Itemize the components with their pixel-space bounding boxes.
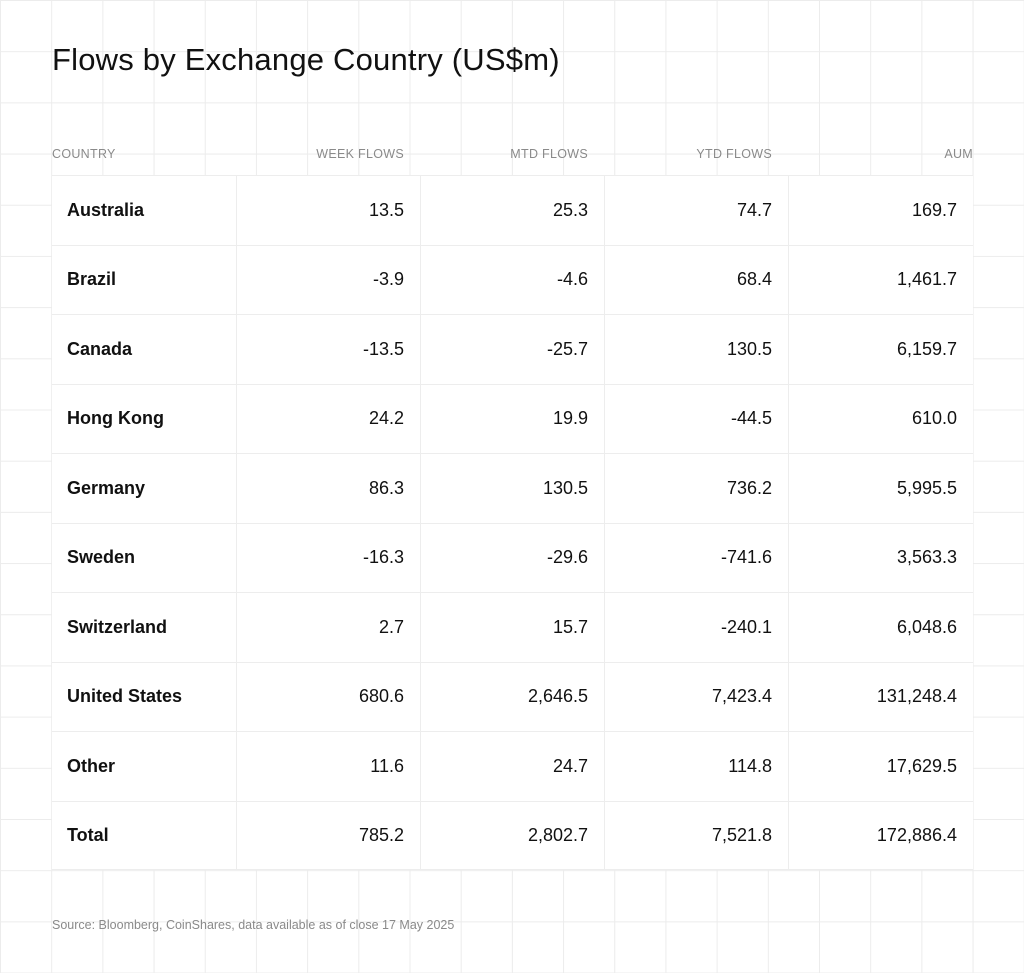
week-flows-cell: 24.2: [236, 384, 420, 453]
week-flows-cell: 2.7: [236, 593, 420, 662]
ytd-flows-cell: 74.7: [604, 176, 788, 245]
ytd-flows-cell: -240.1: [604, 593, 788, 662]
mtd-flows-cell: 15.7: [420, 593, 604, 662]
week-flows-cell: -3.9: [236, 245, 420, 314]
country-cell: Australia: [67, 199, 145, 220]
table-row: United States 680.6 2,646.5 7,423.4 131,248.…: [52, 661, 973, 731]
mtd-flows-cell: 2,646.5: [420, 662, 604, 731]
ytd-flows-cell: 130.5: [604, 315, 788, 384]
week-flows-cell: -13.5: [236, 315, 420, 384]
aum-cell: 6,159.7: [788, 315, 973, 384]
aum-cell: 6,048.6: [788, 593, 973, 662]
week-flows-cell: 11.6: [236, 732, 420, 801]
column-header-ytd-flows: YTD FLOWS: [696, 147, 772, 161]
ytd-flows-cell: 68.4: [604, 245, 788, 314]
mtd-flows-cell: -29.6: [420, 523, 604, 592]
week-flows-cell: 680.6: [236, 662, 420, 731]
column-header-mtd-flows: MTD FLOWS: [510, 147, 588, 161]
ytd-flows-cell: -741.6: [604, 523, 788, 592]
ytd-flows-cell: 736.2: [604, 454, 788, 523]
ytd-flows-cell: 7,423.4: [604, 662, 788, 731]
country-cell: Sweden: [67, 547, 136, 568]
country-cell: Germany: [67, 477, 146, 498]
aum-cell: 1,461.7: [788, 245, 973, 314]
table-row: Sweden -16.3 -29.6 -741.6 3,563.3: [52, 522, 973, 592]
ytd-flows-cell: -44.5: [604, 384, 788, 453]
table-row: Other 11.6 24.7 114.8 17,629.5: [52, 731, 973, 801]
source-note: Source: Bloomberg, CoinShares, data avai…: [52, 918, 455, 932]
week-flows-cell: 86.3: [236, 454, 420, 523]
page-title: Flows by Exchange Country (US$m): [52, 42, 560, 77]
aum-cell: 169.7: [788, 176, 973, 245]
aum-cell: 5,995.5: [788, 454, 973, 523]
mtd-flows-cell: 2,802.7: [420, 801, 604, 869]
aum-cell: 17,629.5: [788, 732, 973, 801]
mtd-flows-cell: 25.3: [420, 176, 604, 245]
aum-cell: 131,248.4: [788, 662, 973, 731]
mtd-flows-cell: -4.6: [420, 245, 604, 314]
mtd-flows-cell: 24.7: [420, 732, 604, 801]
week-flows-cell: 13.5: [236, 176, 420, 245]
country-cell: Canada: [67, 338, 133, 359]
table-row: Canada -13.5 -25.7 130.5 6,159.7: [52, 314, 973, 384]
flows-table: COUNTRY WEEK FLOWS MTD FLOWS YTD FLOWS A…: [52, 133, 973, 870]
country-cell: Switzerland: [67, 616, 168, 637]
aum-cell: 610.0: [788, 384, 973, 453]
mtd-flows-cell: -25.7: [420, 315, 604, 384]
country-cell: United States: [67, 686, 183, 707]
table-row: Hong Kong 24.2 19.9 -44.5 610.0: [52, 383, 973, 453]
table-header: COUNTRY WEEK FLOWS MTD FLOWS YTD FLOWS A…: [52, 133, 973, 175]
column-header-country: COUNTRY: [52, 147, 116, 161]
table-body: Australia 13.5 25.3 74.7 169.7 Brazil -3.9 -4.6…: [52, 175, 973, 870]
column-header-week-flows: WEEK FLOWS: [316, 147, 404, 161]
table-row: Germany 86.3 130.5 736.2 5,995.5: [52, 453, 973, 523]
week-flows-cell: -16.3: [236, 523, 420, 592]
table-row: Australia 13.5 25.3 74.7 169.7: [52, 175, 973, 245]
table-row: Switzerland 2.7 15.7 -240.1 6,048.6: [52, 592, 973, 662]
aum-cell: 3,563.3: [788, 523, 973, 592]
column-header-aum: AUM: [944, 147, 973, 161]
week-flows-cell: 785.2: [236, 801, 420, 869]
mtd-flows-cell: 130.5: [420, 454, 604, 523]
aum-cell: 172,886.4: [788, 801, 973, 869]
ytd-flows-cell: 114.8: [604, 732, 788, 801]
table-row: Total 785.2 2,802.7 7,521.8 172,886.4: [52, 800, 973, 870]
table-row: Brazil -3.9 -4.6 68.4 1,461.7: [52, 244, 973, 314]
country-cell: Other: [67, 755, 116, 776]
ytd-flows-cell: 7,521.8: [604, 801, 788, 869]
mtd-flows-cell: 19.9: [420, 384, 604, 453]
country-cell: Hong Kong: [67, 408, 164, 429]
country-cell: Brazil: [67, 269, 117, 290]
country-cell: Total: [67, 824, 109, 845]
